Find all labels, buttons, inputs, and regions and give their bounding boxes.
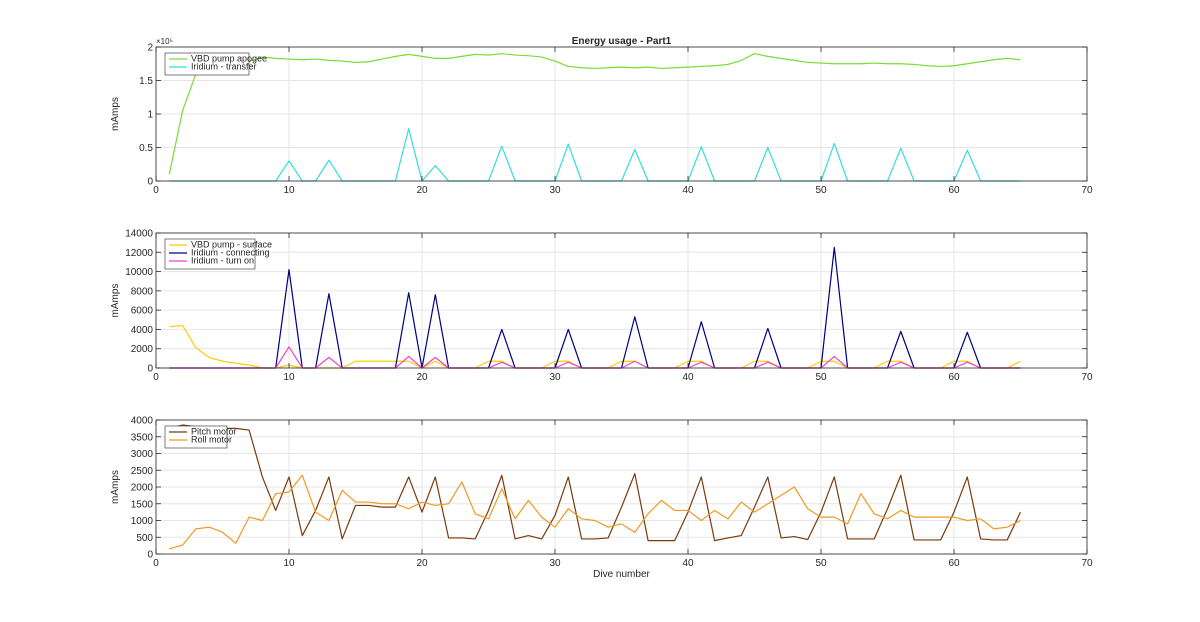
x-tick-label: 20 — [416, 185, 428, 196]
x-tick-label: 0 — [153, 558, 159, 569]
y-tick-label: 500 — [136, 533, 153, 544]
axes-2: 0 10 20 30 40 50 60 70 0 2000 4000 6000 8000 10000 120… — [110, 229, 1093, 384]
y-tick-label: 4000 — [131, 416, 154, 427]
x-tick-label: 40 — [682, 185, 694, 196]
y-tick-label: 2000 — [131, 483, 154, 494]
y-tick-label: 0 — [147, 550, 153, 561]
y-tick-label: 6000 — [131, 306, 154, 317]
series-line-2 — [169, 474, 1021, 550]
y-tick-label: 10000 — [125, 267, 153, 278]
x-tick-label: 30 — [549, 372, 561, 383]
x-tick-label: 10 — [283, 185, 295, 196]
chart-title: Energy usage - Part1 — [572, 36, 672, 47]
y-axis-label: mAmps — [110, 470, 121, 504]
x-tick-label: 40 — [682, 558, 694, 569]
x-tick-label: 20 — [416, 372, 428, 383]
x-tick-label: 70 — [1081, 372, 1093, 383]
y-tick-label: 2000 — [131, 344, 154, 355]
y-tick-label: 8000 — [131, 286, 154, 297]
x-tick-label: 70 — [1081, 558, 1093, 569]
x-tick-label: 30 — [549, 558, 561, 569]
y-tick-label: 2 — [147, 43, 153, 54]
x-tick-label: 30 — [549, 185, 561, 196]
y-tick-label: 0 — [147, 177, 153, 188]
y-axis-label: mAmps — [110, 284, 121, 318]
legend-entry: Iridium - turn on — [191, 256, 254, 266]
y-tick-label: 0 — [147, 364, 153, 375]
x-tick-label: 0 — [153, 185, 159, 196]
series-line-1 — [169, 424, 1022, 542]
x-tick-label: 60 — [948, 558, 960, 569]
x-tick-label: 10 — [283, 558, 295, 569]
x-tick-label: 40 — [682, 372, 694, 383]
axes-3: 0 10 20 30 40 50 60 70 0 500 1000 1500 2000 2500 3000 3… — [110, 416, 1093, 581]
y-tick-label: 1500 — [131, 499, 154, 510]
y-tick-label: 12000 — [125, 248, 153, 259]
y-tick-label: 1000 — [131, 516, 154, 527]
legend-entry: Iridium - connecting — [191, 248, 270, 258]
axes-1: 0 10 20 30 40 50 60 70 0 0.5 1 1.5 2×10⁵ Energy usage… — [110, 36, 1093, 196]
legend-entry: Iridium - transfer — [191, 62, 257, 72]
series-line-1 — [168, 53, 1021, 175]
x-tick-label: 60 — [948, 372, 960, 383]
x-tick-label: 20 — [416, 558, 428, 569]
axes-box — [155, 232, 1088, 369]
y-tick-label: 2500 — [131, 466, 154, 477]
x-tick-label: 70 — [1081, 185, 1093, 196]
y-tick-label: 4000 — [131, 325, 154, 336]
legend-entry: VBD pump - surface — [191, 240, 272, 250]
y-tick-label: 14000 — [125, 229, 153, 240]
y-tick-label: 1.5 — [139, 76, 153, 87]
y-tick-label: 1 — [147, 110, 153, 121]
y-tick-label: 3500 — [131, 432, 154, 443]
x-tick-label: 10 — [283, 372, 295, 383]
legend-entry: Pitch motor — [191, 427, 237, 437]
y-tick-label: 3000 — [131, 449, 154, 460]
y-exponent-label: ×10⁵ — [156, 37, 173, 46]
x-tick-label: 60 — [948, 185, 960, 196]
legend-entry: Roll motor — [191, 435, 232, 445]
x-tick-label: 50 — [815, 185, 827, 196]
legend-box — [164, 238, 256, 270]
x-axis-label: Dive number — [593, 569, 650, 580]
legend-entry: VBD pump apogee — [191, 54, 267, 64]
y-tick-label: 0.5 — [139, 143, 153, 154]
x-tick-label: 50 — [815, 558, 827, 569]
plot-area — [156, 233, 1087, 368]
y-axis-label: mAmps — [110, 97, 121, 131]
x-tick-label: 50 — [815, 372, 827, 383]
x-tick-label: 0 — [153, 372, 159, 383]
